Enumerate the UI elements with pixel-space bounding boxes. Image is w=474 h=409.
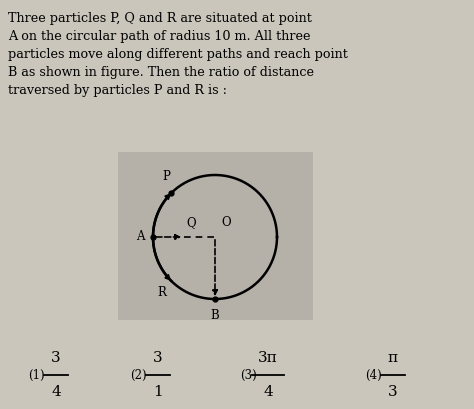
Text: 4: 4	[51, 385, 61, 399]
Text: traversed by particles P and R is :: traversed by particles P and R is :	[8, 84, 227, 97]
Text: 4: 4	[263, 385, 273, 399]
Text: B: B	[210, 309, 219, 322]
Text: P: P	[162, 170, 170, 183]
Text: 3: 3	[51, 351, 61, 365]
Text: (2): (2)	[130, 369, 146, 382]
Text: π: π	[388, 351, 398, 365]
Text: B as shown in figure. Then the ratio of distance: B as shown in figure. Then the ratio of …	[8, 66, 314, 79]
Text: (4): (4)	[365, 369, 382, 382]
Text: 3: 3	[388, 385, 398, 399]
Text: (1): (1)	[28, 369, 45, 382]
Text: A: A	[137, 231, 145, 243]
Text: O: O	[221, 216, 231, 229]
FancyBboxPatch shape	[118, 152, 313, 320]
Text: A on the circular path of radius 10 m. All three: A on the circular path of radius 10 m. A…	[8, 30, 310, 43]
Text: Three particles P, Q and R are situated at point: Three particles P, Q and R are situated …	[8, 12, 312, 25]
Text: Q: Q	[186, 216, 196, 229]
Text: 1: 1	[153, 385, 163, 399]
Text: 3: 3	[153, 351, 163, 365]
Text: (3): (3)	[240, 369, 257, 382]
Text: R: R	[157, 286, 166, 299]
Text: particles move along different paths and reach point: particles move along different paths and…	[8, 48, 348, 61]
Text: 3π: 3π	[258, 351, 278, 365]
